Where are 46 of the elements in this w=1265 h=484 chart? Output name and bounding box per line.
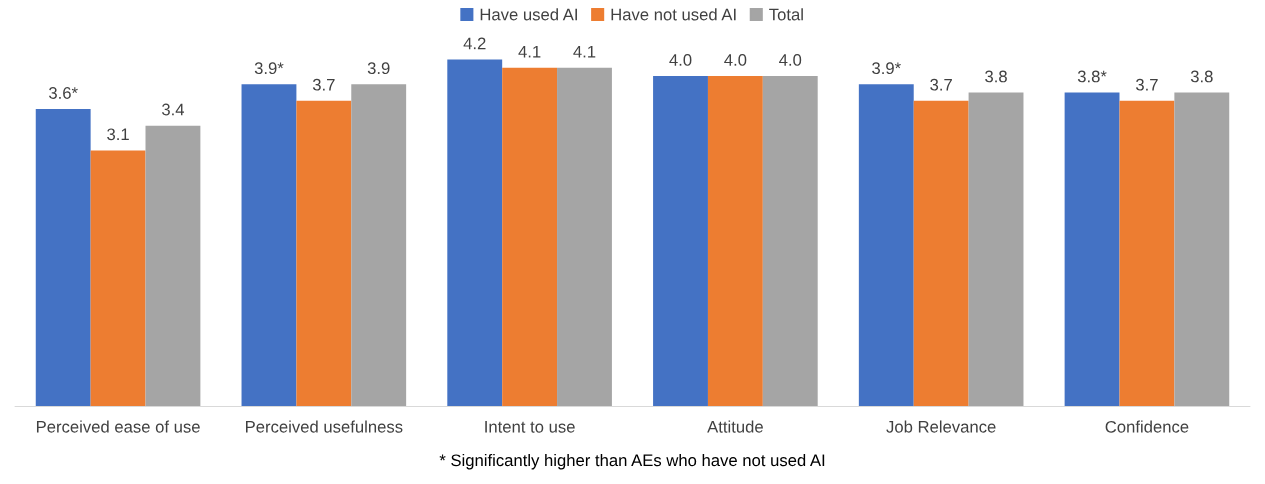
x-tick-label: Job Relevance <box>886 420 996 433</box>
x-tick-label: Intent to use <box>485 421 575 433</box>
x-tick-label: Confidence <box>1105 420 1189 433</box>
data-label: 4.2 <box>463 37 486 50</box>
x-tick-label: Attitude <box>707 420 763 433</box>
x-tick-label: Perceived usefulness <box>246 420 403 433</box>
bar <box>653 76 708 407</box>
data-label: 4.1 <box>573 45 596 58</box>
bar <box>296 100 352 407</box>
bar <box>557 67 612 407</box>
bar <box>351 84 407 407</box>
bar <box>241 84 297 407</box>
data-label: 3.8 <box>985 70 1007 83</box>
bar <box>707 76 763 407</box>
data-label: 3.8 <box>1190 70 1213 83</box>
data-label: 4.0 <box>669 54 692 66</box>
legend-label: Total <box>769 8 803 21</box>
data-label: 4.1 <box>518 45 541 58</box>
bar <box>447 59 503 407</box>
bar <box>858 84 914 407</box>
data-label: 3.7 <box>1135 78 1158 91</box>
bar <box>90 150 146 407</box>
bar <box>968 92 1024 407</box>
bar <box>913 100 969 407</box>
bar <box>1119 100 1175 407</box>
data-label: 3.1 <box>107 128 129 141</box>
data-label: 3.4 <box>161 103 185 116</box>
bar <box>502 67 558 407</box>
legend-label: Have not used AI <box>611 8 736 21</box>
data-label: 3.9 <box>367 62 390 75</box>
data-label: 3.7 <box>312 78 335 91</box>
text: * Significantly higher than AEs who have not used AI <box>439 453 825 470</box>
bar <box>145 125 201 407</box>
data-label: 3.7 <box>930 78 952 91</box>
data-label: 3.8* <box>1077 70 1107 83</box>
bar <box>762 76 818 407</box>
data-label: 3.6* <box>49 87 78 99</box>
bar <box>1174 92 1230 407</box>
x-tick-label: Perceived ease of use <box>36 420 200 433</box>
data-label: 4.0 <box>724 54 747 66</box>
bar <box>35 109 91 407</box>
legend-label: Have used AI <box>480 8 577 21</box>
data-label: 4.0 <box>779 54 802 66</box>
data-label: 3.9* <box>872 62 901 75</box>
bar <box>1064 92 1120 407</box>
data-label: 3.9* <box>254 62 284 75</box>
